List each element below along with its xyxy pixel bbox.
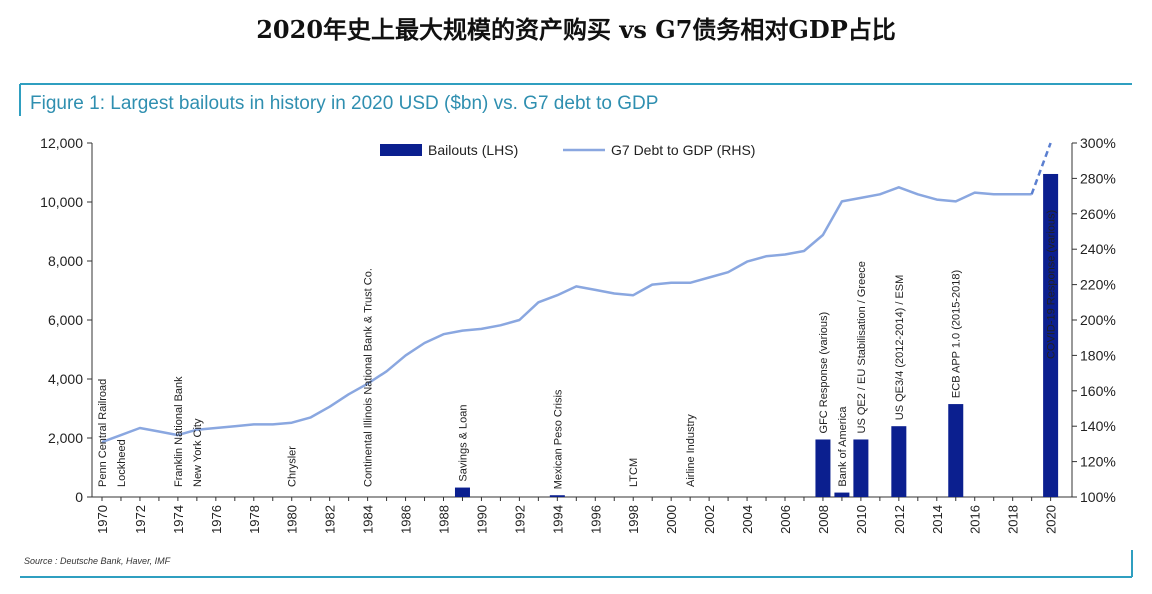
x-tick-label: 2020 [1044,505,1059,534]
x-tick-label: 2002 [702,505,717,534]
bar-bailout [549,495,565,497]
y-right-tick-label: 260% [1080,206,1116,222]
annotation-label: Mexican Peso Crisis [552,389,564,489]
x-tick-label: 1992 [512,505,527,534]
annotation-label: US QE3/4 (2012-2014) / ESM [894,275,906,421]
series-debt-to-gdp-line [101,186,1032,444]
legend-bars-label: Bailouts (LHS) [428,142,518,158]
bar-bailout [853,439,869,497]
y-right-tick-label: 140% [1080,418,1116,434]
bar-bailout [834,492,850,497]
x-tick-label: 2000 [664,505,679,534]
legend-bar-swatch [380,144,422,156]
x-tick-label: 2014 [930,505,945,534]
y-left-tick-label: 0 [75,489,83,505]
y-right-tick-label: 180% [1080,347,1116,363]
x-tick-label: 1982 [323,505,338,534]
x-tick-label: 1996 [588,505,603,534]
annotation-label: GFC Response (various) [818,312,830,434]
y-left-tick-label: 8,000 [48,253,83,269]
x-tick-label: 2016 [968,505,983,534]
y-left-tick-label: 12,000 [40,135,83,151]
x-tick-label: 1990 [474,505,489,534]
annotation-label: US QE2 / EU Stabilisation / Greece [856,261,868,433]
x-tick-label: 2010 [854,505,869,534]
bar-bailout [1043,173,1059,497]
legend: Bailouts (LHS) G7 Debt to GDP (RHS) [380,142,755,158]
x-tick-label: 2008 [816,505,831,534]
legend-line-label: G7 Debt to GDP (RHS) [611,142,755,158]
annotation-label: Continental Illinois National Bank & Tru… [363,268,375,487]
x-tick-label: 1988 [437,505,452,534]
x-tick-label: 1984 [361,505,376,534]
y-right-tick-label: 200% [1080,312,1116,328]
annotation-label: Franklin National Bank [173,376,185,487]
bar-bailout [891,426,907,497]
y-right-tick-label: 120% [1080,454,1116,470]
y-left-tick-label: 4,000 [48,371,83,387]
series-debt-to-gdp-projection [1030,142,1052,195]
page-title: 2020年史上最大规模的资产购买 vs G7债务相对GDP占比 [256,15,896,44]
annotation-label: Lockheed [116,439,128,487]
source-note: Source : Deutsche Bank, Haver, IMF [24,556,171,566]
annotation-label: Penn Central Railroad [97,379,109,487]
y-right-tick-label: 100% [1080,489,1116,505]
x-tick-label: 2012 [892,505,907,534]
x-tick-label: 2006 [778,505,793,534]
x-tick-label: 2018 [1006,505,1021,534]
x-tick-label: 1998 [626,505,641,534]
x-tick-label: 2004 [740,505,755,534]
x-tick-label: 1972 [133,505,148,534]
y-left-tick-label: 6,000 [48,312,83,328]
annotation-label: ECB APP 1.0 (2015-2018) [951,270,963,398]
figure-title: Figure 1: Largest bailouts in history in… [30,93,659,114]
y-right-tick-label: 240% [1080,241,1116,257]
bar-bailout [454,487,470,497]
annotation-label: New York City [192,418,204,487]
x-tick-label: 1974 [171,505,186,534]
x-tick-label: 1986 [399,505,414,534]
y-right-tick-label: 280% [1080,170,1116,186]
y-right-tick-label: 160% [1080,383,1116,399]
x-tick-label: 1978 [247,505,262,534]
plot-area: 12,000 10,000 8,000 6,000 4,000 2,000 0 300% 280… [40,135,1116,534]
y-left-tick-label: 2,000 [48,430,83,446]
bar-bailout [815,439,831,497]
y-right-tick-label: 300% [1080,135,1116,151]
x-tick-label: 1976 [209,505,224,534]
annotation-label: Airline Industry [685,414,697,487]
y-left-tick-label: 10,000 [40,194,83,210]
annotation-label: COVID-19 Response (various) [1046,210,1058,359]
y-right-tick-label: 220% [1080,277,1116,293]
x-tick-label: 1994 [550,505,565,534]
annotation-label: Savings & Loan [457,404,469,481]
x-tick-label: 1980 [285,505,300,534]
annotation-label: LTCM [628,458,640,487]
x-tick-label: 1970 [95,505,110,534]
bar-bailout [948,404,964,497]
annotation-label: Chrysler [287,446,299,487]
annotation-label: Bank of America [837,406,849,487]
